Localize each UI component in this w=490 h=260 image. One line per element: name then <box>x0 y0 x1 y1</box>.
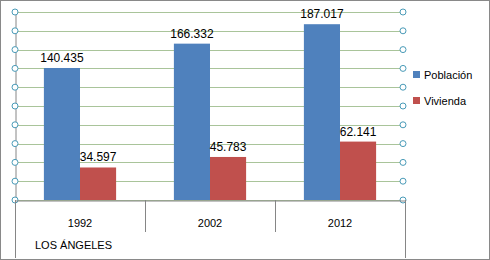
axis-handle <box>400 9 406 15</box>
x-axis: 1992 2002 2012 <box>16 201 406 230</box>
legend-item: Población <box>413 69 472 81</box>
grid-line <box>15 200 405 201</box>
bar <box>44 68 80 200</box>
axis-handle <box>400 47 406 53</box>
x-axis-title: LOS ÁNGELES <box>35 239 112 251</box>
x-tick-label: 1992 <box>68 217 92 229</box>
x-tick-label: 2002 <box>198 217 222 229</box>
axis-handle <box>12 122 18 128</box>
legend-label: Vivienda <box>424 95 467 107</box>
category-separator <box>275 200 276 232</box>
x-tick: 2002 <box>198 201 222 230</box>
legend-swatch <box>413 71 420 78</box>
chart: 140.435166.332187.01734.59745.78362.1411… <box>0 0 490 260</box>
data-label: 166.332 <box>170 27 214 41</box>
axis-handle <box>12 159 18 165</box>
data-labels: 140.435 166.332 187.017 34.597 45.783 62.141 <box>40 7 376 164</box>
axis-handle <box>400 122 406 128</box>
category-separators <box>16 200 406 258</box>
axis-handle <box>400 84 406 90</box>
bar <box>210 157 246 200</box>
bars <box>44 24 376 200</box>
x-tick-label: 2012 <box>328 217 352 229</box>
x-tick: 1992 <box>68 201 92 230</box>
bar <box>80 167 116 200</box>
legend-label: Población <box>424 69 472 81</box>
axis-handle <box>400 65 406 71</box>
category-separator <box>405 200 406 258</box>
axis-handle <box>12 28 18 34</box>
legend-item: Vivienda <box>413 95 467 107</box>
axis-handle <box>400 28 406 34</box>
x-axis-line <box>16 201 406 202</box>
axis-handle <box>400 178 406 184</box>
data-label: 140.435 <box>40 51 84 65</box>
data-label: 187.017 <box>300 7 344 21</box>
axis-handle <box>400 141 406 147</box>
bar <box>174 44 210 200</box>
grid-line <box>15 12 405 13</box>
axis-handle <box>400 103 406 109</box>
axis-handle <box>12 9 18 15</box>
axis-handle <box>12 47 18 53</box>
data-label: 34.597 <box>80 150 117 164</box>
data-label: 62.141 <box>340 125 377 139</box>
legend: Población Vivienda <box>413 69 472 107</box>
axis-handle <box>400 159 406 165</box>
data-label: 45.783 <box>210 140 247 154</box>
axis-handle <box>12 103 18 109</box>
axis-handle <box>12 178 18 184</box>
grid <box>15 13 405 201</box>
bar <box>304 24 340 200</box>
x-tick: 2012 <box>328 201 352 230</box>
category-separator <box>145 200 146 232</box>
legend-swatch <box>413 97 420 104</box>
axis-handle <box>12 65 18 71</box>
chart-border <box>1 1 490 260</box>
bar <box>340 142 376 200</box>
category-separator <box>15 200 16 258</box>
handles <box>12 9 406 203</box>
axis-handle <box>12 141 18 147</box>
axis-handle <box>12 84 18 90</box>
